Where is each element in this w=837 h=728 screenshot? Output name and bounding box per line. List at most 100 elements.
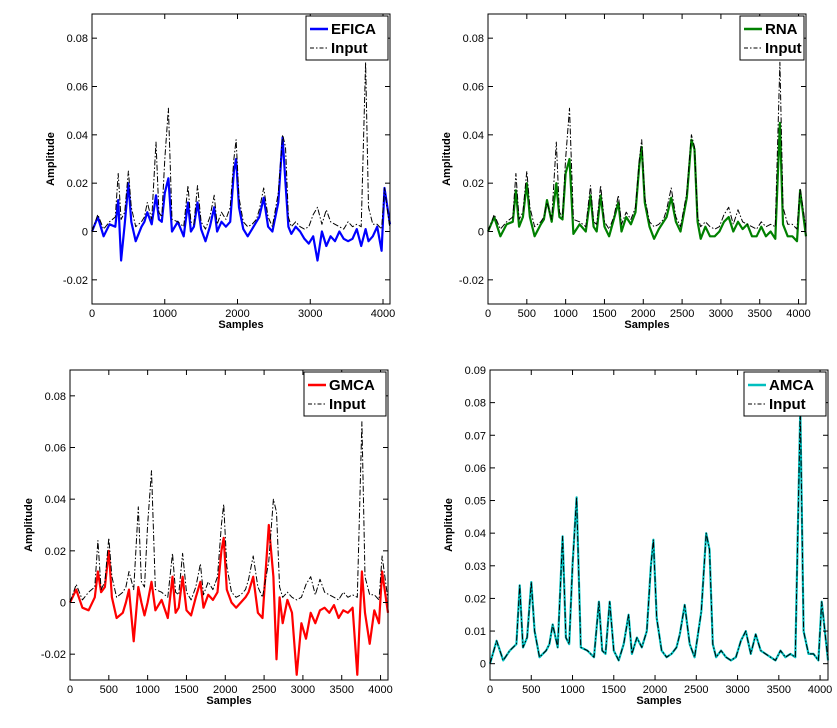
x-tick-label: 1000 — [153, 308, 177, 320]
x-tick-label: 3000 — [291, 684, 315, 696]
legend: AMCA Input — [743, 371, 827, 417]
y-tick-label: 0.02 — [67, 178, 88, 190]
y-tick-label: 0.04 — [463, 130, 484, 142]
plot-frame — [69, 369, 389, 681]
x-tick-label: 3500 — [767, 684, 791, 696]
y-axis-label: Amplitude — [45, 132, 57, 186]
x-tick-label: 500 — [522, 684, 540, 696]
y-tick-label: 0.03 — [465, 561, 486, 573]
y-tick-label: 0.07 — [465, 430, 486, 442]
series-line-input — [489, 408, 829, 664]
y-axis-label: Amplitude — [23, 498, 35, 552]
x-tick-label: 0 — [485, 308, 491, 320]
legend-box — [739, 15, 805, 61]
x-tick-label: 4000 — [368, 684, 392, 696]
y-tick-label: 0.08 — [463, 33, 484, 45]
x-tick-label: 1000 — [553, 308, 577, 320]
legend-box — [303, 371, 387, 417]
legend-label-rna: RNA — [765, 21, 798, 38]
plot-frame — [91, 13, 391, 305]
series-line-amca — [488, 408, 830, 665]
x-tick-label: 1500 — [174, 684, 198, 696]
y-tick-label: 0 — [60, 598, 66, 610]
y-tick-label: -0.02 — [459, 275, 484, 287]
x-tick-label: 0 — [487, 684, 493, 696]
x-axis-label: Samples — [218, 319, 263, 331]
legend-label-gmca: GMCA — [329, 377, 375, 394]
x-tick-label: 500 — [100, 684, 118, 696]
legend-label-input: Input — [769, 396, 806, 413]
x-tick-label: 1500 — [592, 308, 616, 320]
x-tick-label: 1000 — [560, 684, 584, 696]
chart-panel-4: 0 500 1000 1500 2000 2500 3000 3500 4000 0 0.01 0.0… — [443, 365, 832, 707]
x-axis-label: Samples — [206, 695, 251, 707]
chart-panel-2: 0 500 1000 1500 2000 2500 3000 3500 4000 -0.02 0 0.… — [441, 13, 811, 331]
y-tick-label: 0 — [478, 227, 484, 239]
x-tick-label: 3500 — [329, 684, 353, 696]
y-tick-label: 0.06 — [463, 82, 484, 94]
plot-frame — [487, 13, 807, 305]
x-tick-label: 2000 — [643, 684, 667, 696]
legend-box — [743, 371, 827, 417]
y-tick-label: -0.02 — [63, 275, 88, 287]
x-tick-label: 2500 — [684, 684, 708, 696]
x-tick-label: 1500 — [602, 684, 626, 696]
legend: RNA Input — [739, 15, 805, 61]
x-tick-label: 4000 — [371, 308, 395, 320]
series-line-rna — [486, 121, 808, 243]
x-tick-label: 2000 — [225, 308, 249, 320]
y-tick-label: 0.08 — [45, 391, 66, 403]
x-tick-label: 3500 — [747, 308, 771, 320]
x-axis-label: Samples — [624, 319, 669, 331]
chart-panel-1: 0 1000 2000 3000 4000 -0.02 0 0.02 0.04 0.06 0.08 S… — [45, 13, 395, 331]
y-tick-label: 0.02 — [45, 546, 66, 558]
legend-label-input: Input — [765, 40, 802, 57]
x-tick-label: 2500 — [252, 684, 276, 696]
legend-label-efica: EFICA — [331, 21, 376, 38]
x-tick-label: 2500 — [670, 308, 694, 320]
x-tick-label: 1000 — [135, 684, 159, 696]
y-tick-label: 0.02 — [463, 178, 484, 190]
y-tick-label: 0.04 — [67, 130, 88, 142]
y-tick-label: 0.09 — [465, 365, 486, 377]
y-tick-label: 0.08 — [67, 33, 88, 45]
series-line-input — [91, 61, 391, 232]
x-tick-label: 3000 — [298, 308, 322, 320]
chart-panel-3: 0 500 1000 1500 2000 2500 3000 3500 4000 -0.02 0 0.… — [23, 369, 393, 707]
legend: GMCA Input — [303, 371, 387, 417]
y-tick-label: 0.04 — [465, 528, 486, 540]
x-tick-label: 2000 — [213, 684, 237, 696]
plot-frame — [489, 369, 829, 681]
x-tick-label: 3000 — [709, 308, 733, 320]
y-tick-label: 0.02 — [465, 593, 486, 605]
x-tick-label: 500 — [518, 308, 536, 320]
legend-label-input: Input — [331, 40, 368, 57]
y-tick-label: -0.02 — [41, 649, 66, 661]
legend-box — [305, 15, 389, 61]
legend-label-amca: AMCA — [769, 377, 814, 394]
legend-label-input: Input — [329, 396, 366, 413]
y-tick-label: 0.01 — [465, 626, 486, 638]
series-line-input — [69, 421, 389, 603]
y-tick-label: 0.04 — [45, 494, 66, 506]
y-axis-label: Amplitude — [441, 132, 453, 186]
x-tick-label: 0 — [67, 684, 73, 696]
y-tick-label: 0 — [82, 227, 88, 239]
y-tick-label: 0.06 — [67, 82, 88, 94]
y-tick-label: 0.08 — [465, 398, 486, 410]
y-axis-label: Amplitude — [443, 498, 455, 552]
y-tick-label: 0 — [480, 659, 486, 671]
x-tick-label: 2000 — [631, 308, 655, 320]
x-tick-label: 4000 — [808, 684, 832, 696]
y-tick-label: 0.06 — [465, 463, 486, 475]
x-tick-label: 4000 — [786, 308, 810, 320]
y-tick-label: 0.06 — [45, 443, 66, 455]
x-tick-label: 3000 — [725, 684, 749, 696]
series-line-efica — [90, 136, 392, 262]
series-line-input — [487, 61, 807, 232]
series-line-gmca — [69, 523, 390, 676]
x-tick-label: 0 — [89, 308, 95, 320]
y-tick-label: 0.05 — [465, 496, 486, 508]
x-axis-label: Samples — [636, 695, 681, 707]
